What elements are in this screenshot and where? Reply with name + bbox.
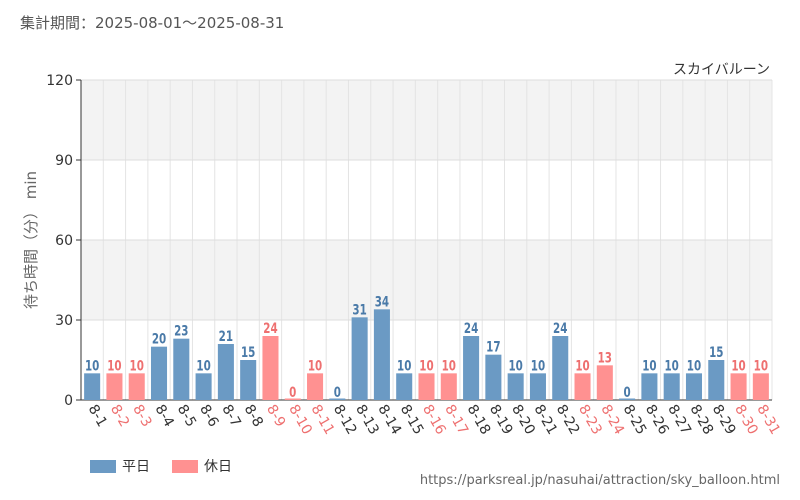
bar-8-9 [262, 336, 279, 400]
legend-label-holiday: 休日 [204, 459, 232, 475]
data-label-8-26: 10 [642, 358, 656, 374]
data-label-8-3: 10 [130, 358, 144, 374]
data-label-8-22: 24 [553, 321, 567, 337]
bar-8-23 [574, 373, 591, 400]
plot-band [81, 160, 772, 240]
bar-8-24 [596, 365, 613, 400]
x-tick-label-8-1: 8-1 [85, 402, 110, 430]
x-tick-label-8-8: 8-8 [241, 402, 266, 430]
y-tick-label: 90 [55, 153, 73, 169]
data-label-8-13: 31 [352, 302, 366, 318]
data-label-8-12: 0 [334, 385, 341, 401]
chart-legend: 平日 休日 [90, 456, 232, 476]
bar-8-6 [195, 373, 212, 400]
data-label-8-23: 10 [575, 358, 589, 374]
legend-item-holiday[interactable]: 休日 [172, 456, 232, 476]
data-label-8-6: 10 [196, 358, 210, 374]
chart-period-title: 集計期間：2025-08-01～2025-08-31 [20, 14, 285, 32]
y-tick-label: 60 [55, 233, 73, 249]
data-label-8-17: 10 [442, 358, 456, 374]
y-axis-label: 待ち時間（分） min [22, 171, 40, 309]
bar-8-7 [217, 344, 234, 400]
data-label-8-30: 10 [731, 358, 745, 374]
bar-8-27 [663, 373, 680, 400]
data-label-8-4: 20 [152, 332, 166, 348]
data-label-8-2: 10 [107, 358, 121, 374]
x-tick-label-8-3: 8-3 [129, 402, 154, 430]
x-tick-label-8-7: 8-7 [218, 402, 243, 430]
bar-8-20 [507, 373, 524, 400]
bar-8-28 [685, 373, 703, 400]
data-label-8-11: 10 [308, 358, 322, 374]
x-tick-label-8-9: 8-9 [263, 402, 288, 430]
data-label-8-20: 10 [508, 358, 522, 374]
bar-8-2 [106, 373, 123, 400]
data-label-8-31: 10 [754, 358, 768, 374]
source-url[interactable]: https://parksreal.jp/nasuhai/attraction/… [419, 473, 780, 488]
data-label-8-10: 0 [289, 385, 296, 401]
bar-8-3 [128, 373, 145, 400]
data-label-8-5: 23 [174, 324, 188, 340]
data-label-8-8: 15 [241, 345, 255, 361]
data-label-8-16: 10 [419, 358, 433, 374]
bar-8-31 [752, 373, 769, 400]
data-label-8-1: 10 [85, 358, 99, 374]
bar-8-13 [351, 317, 368, 400]
x-tick-label-8-2: 8-2 [107, 402, 132, 430]
bar-8-1 [84, 373, 101, 400]
y-tick-label: 120 [46, 73, 73, 89]
data-label-8-19: 17 [486, 340, 500, 356]
bar-8-29 [708, 360, 725, 400]
bar-8-21 [529, 373, 546, 400]
bar-8-26 [641, 373, 658, 400]
data-label-8-21: 10 [531, 358, 545, 374]
data-label-8-24: 13 [598, 350, 612, 366]
x-tick-label-8-31: 8-31 [753, 402, 783, 438]
x-tick-label-8-5: 8-5 [174, 402, 199, 430]
bar-8-16 [418, 373, 435, 400]
bar-8-25 [619, 398, 636, 400]
bar-8-8 [240, 360, 257, 400]
y-tick-label: 0 [64, 393, 73, 409]
plot-band [81, 80, 772, 160]
chart-title: スカイバルーン [673, 62, 770, 78]
data-label-8-28: 10 [687, 358, 701, 374]
bar-8-12 [329, 398, 346, 400]
legend-swatch-weekday [90, 459, 116, 473]
x-tick-label-8-4: 8-4 [152, 402, 177, 430]
y-tick-label: 30 [55, 313, 73, 329]
data-label-8-15: 10 [397, 358, 411, 374]
data-label-8-9: 24 [263, 321, 277, 337]
legend-swatch-holiday [172, 459, 198, 473]
bar-8-10 [284, 398, 301, 400]
bar-8-14 [373, 309, 390, 400]
data-label-8-27: 10 [665, 358, 679, 374]
bar-8-19 [485, 354, 502, 400]
bar-8-17 [440, 373, 457, 400]
data-label-8-14: 34 [375, 294, 389, 310]
data-label-8-29: 15 [709, 345, 723, 361]
bar-8-5 [173, 338, 190, 400]
data-label-8-7: 21 [219, 329, 233, 345]
plot-band [81, 240, 772, 320]
bar-8-30 [730, 373, 747, 400]
bar-8-15 [396, 373, 413, 400]
bar-8-18 [463, 336, 480, 400]
bar-8-22 [552, 336, 569, 400]
bar-8-11 [307, 373, 324, 400]
bar-8-4 [150, 346, 168, 400]
data-label-8-25: 0 [624, 385, 631, 401]
legend-item-weekday[interactable]: 平日 [90, 456, 150, 476]
x-tick-label-8-6: 8-6 [196, 402, 221, 430]
data-label-8-18: 24 [464, 321, 478, 337]
legend-label-weekday: 平日 [122, 459, 150, 475]
